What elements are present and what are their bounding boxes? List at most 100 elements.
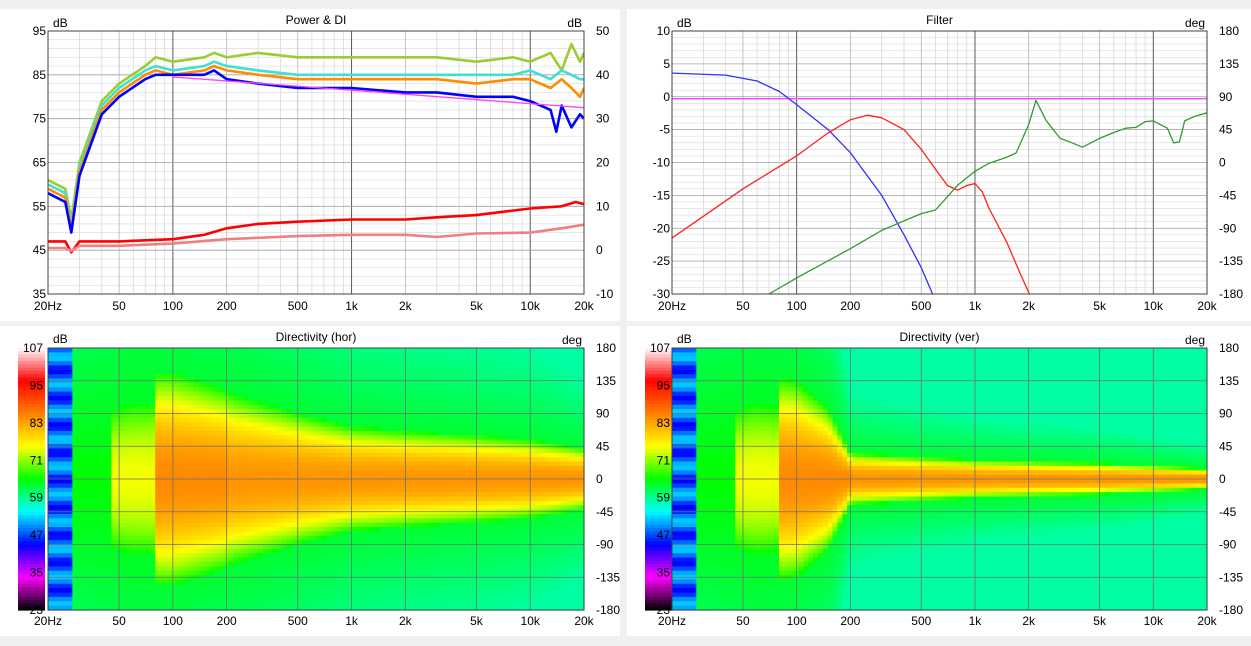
heatmap-cell xyxy=(340,352,346,358)
heatmap-cell xyxy=(408,566,415,572)
heatmap-cell xyxy=(398,483,405,489)
heatmap-cell xyxy=(174,557,181,563)
heatmap-cell xyxy=(291,548,298,554)
heatmap-cell xyxy=(330,430,337,436)
heatmap-cell xyxy=(199,439,205,445)
heatmap-cell xyxy=(345,496,351,502)
heatmap-cell xyxy=(57,474,64,480)
heatmap-cell xyxy=(174,369,181,375)
heatmap-cell xyxy=(106,553,112,559)
heatmap-cell xyxy=(330,374,337,380)
heatmap-cell xyxy=(428,391,434,397)
heatmap-cell xyxy=(189,348,195,353)
heatmap-cell xyxy=(320,461,327,467)
heatmap-cell xyxy=(267,500,273,506)
heatmap-cell xyxy=(179,548,186,554)
heatmap-cell xyxy=(393,387,400,393)
heatmap-cell xyxy=(384,570,390,576)
heatmap-cell xyxy=(91,579,98,585)
heatmap-cell xyxy=(359,356,366,362)
heatmap-cell xyxy=(213,583,220,589)
heatmap-cell xyxy=(316,588,322,594)
heatmap-cell xyxy=(398,579,405,585)
heatmap-cell xyxy=(418,596,424,602)
heatmap-cell xyxy=(320,601,327,607)
heatmap-cell xyxy=(145,492,151,498)
heatmap-cell xyxy=(48,465,54,471)
heatmap-cell xyxy=(267,605,273,611)
heatmap-cell xyxy=(428,535,434,541)
heatmap-cell xyxy=(432,535,439,541)
heatmap-cell xyxy=(364,409,371,415)
heatmap-cell xyxy=(252,518,259,524)
heatmap-cell xyxy=(199,448,205,454)
heatmap-cell xyxy=(111,540,117,546)
heatmap-cell xyxy=(247,479,254,484)
heatmap-cell xyxy=(223,492,229,498)
heatmap-cell xyxy=(403,513,410,519)
heatmap-cell xyxy=(311,439,317,445)
heatmap-cell xyxy=(423,430,429,436)
heatmap-cell xyxy=(160,505,166,511)
heatmap-cell xyxy=(213,361,220,367)
heatmap-cell xyxy=(316,570,322,576)
heatmap-cell xyxy=(238,361,244,367)
heatmap-cell xyxy=(286,422,293,428)
heatmap-cell xyxy=(379,570,385,576)
heatmap-cell xyxy=(330,387,337,393)
heatmap-cell xyxy=(218,404,225,410)
heatmap-cell xyxy=(320,535,327,541)
heatmap-cell xyxy=(369,553,376,559)
heatmap-cell xyxy=(320,570,327,576)
heatmap-cell xyxy=(316,583,322,589)
heatmap-cell xyxy=(228,382,234,388)
heatmap-cell xyxy=(369,365,376,371)
heatmap-cell xyxy=(320,396,327,401)
heatmap-cell xyxy=(194,583,200,589)
heatmap-cell xyxy=(320,409,327,415)
heatmap-cell xyxy=(272,535,278,541)
heatmap-cell xyxy=(184,470,190,476)
heatmap-cell xyxy=(311,452,317,458)
heatmap-cell xyxy=(335,544,341,550)
heatmap-cell xyxy=(291,461,298,467)
heatmap-cell xyxy=(359,435,366,441)
heatmap-cell xyxy=(179,605,186,611)
heatmap-cell xyxy=(208,566,215,572)
heatmap-cell xyxy=(208,570,215,576)
heatmap-cell xyxy=(125,548,132,554)
heatmap-cell xyxy=(262,352,268,358)
heatmap-cell xyxy=(403,382,410,388)
heatmap-cell xyxy=(262,596,268,602)
heatmap-cell xyxy=(86,487,93,493)
heatmap-cell xyxy=(393,540,400,546)
heatmap-cell xyxy=(325,470,332,476)
heatmap-cell xyxy=(150,435,156,441)
heatmap-cell xyxy=(252,356,259,362)
heatmap-cell xyxy=(96,487,103,493)
heatmap-cell xyxy=(218,396,225,401)
heatmap-cell xyxy=(247,387,254,393)
heatmap-cell xyxy=(194,479,200,484)
heatmap-cell xyxy=(301,457,307,463)
heatmap-cell xyxy=(82,396,88,401)
heatmap-cell xyxy=(213,579,220,585)
heatmap-cell xyxy=(96,592,103,598)
heatmap-cell xyxy=(306,566,312,572)
heatmap-cell xyxy=(272,413,278,419)
heatmap-cell xyxy=(350,365,356,371)
heatmap-cell xyxy=(374,583,380,589)
heatmap-cell xyxy=(432,470,439,476)
heatmap-cell xyxy=(96,492,103,498)
heatmap-cell xyxy=(252,527,259,532)
heatmap-cell xyxy=(369,396,376,401)
heatmap-cell xyxy=(423,479,429,484)
heatmap-cell xyxy=(359,391,366,397)
heatmap-cell xyxy=(101,465,108,471)
heatmap-cell xyxy=(350,470,356,476)
heatmap-cell xyxy=(48,474,54,480)
heatmap-cell xyxy=(286,561,293,567)
heatmap-cell xyxy=(369,409,376,415)
heatmap-cell xyxy=(247,561,254,567)
heatmap-cell xyxy=(213,352,220,358)
